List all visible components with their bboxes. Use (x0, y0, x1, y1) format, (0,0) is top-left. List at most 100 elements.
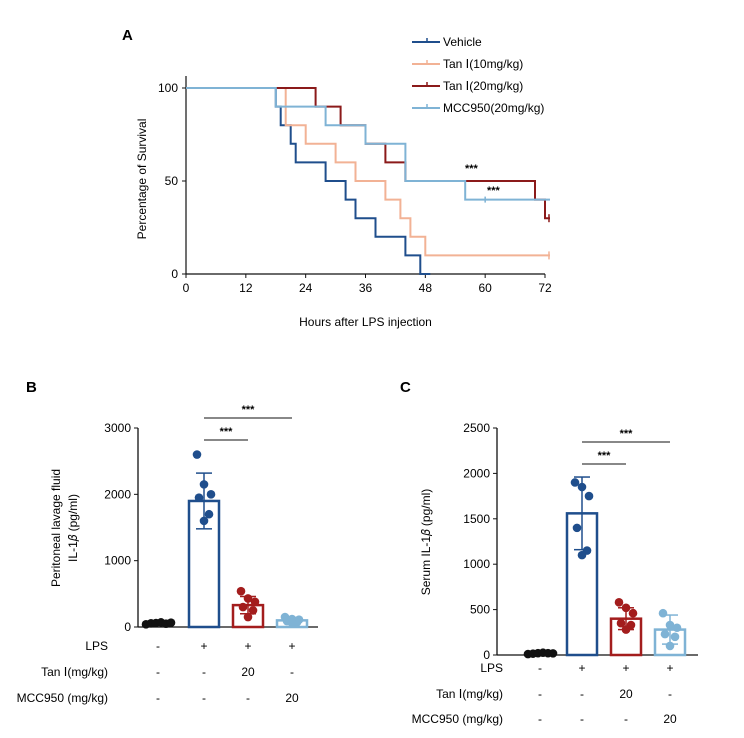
survival-line-4 (186, 87, 550, 201)
bar-y-tick-label: 3000 (104, 421, 131, 435)
condition-value: + (244, 639, 251, 653)
legend-label-2: Tan Ⅰ(10mg/kg) (443, 57, 523, 71)
condition-value: 20 (241, 665, 255, 679)
survival-x-axis-title: Hours after LPS injection (299, 315, 432, 329)
data-point (287, 618, 297, 628)
panel-label-c: C (400, 379, 411, 396)
bar-y-tick-label: 2000 (104, 487, 131, 501)
survival-x-tick-label: 0 (183, 281, 190, 295)
data-point (166, 618, 176, 627)
panel-label-b: B (26, 379, 37, 396)
significance-label-2: *** (620, 428, 634, 440)
survival-x-tick-label: 72 (538, 281, 552, 295)
condition-row-label: MCC950 (mg/kg) (17, 691, 108, 705)
bar-y-tick-label: 2000 (463, 466, 490, 480)
data-point (548, 649, 558, 658)
data-point (665, 620, 675, 630)
survival-significance-2: *** (487, 185, 501, 197)
data-point (570, 478, 580, 487)
legend-label-4: MCC950(20mg/kg) (443, 101, 544, 115)
data-point (621, 603, 631, 613)
bar-y-tick-label: 0 (483, 648, 490, 662)
survival-x-tick-label: 12 (239, 281, 253, 295)
condition-value: - (156, 691, 160, 705)
condition-value: - (668, 687, 672, 701)
data-point (243, 594, 253, 603)
panel-label-a: A (122, 27, 133, 44)
survival-lines: *** *** (186, 87, 550, 275)
survival-legend: Vehicle Tan Ⅰ(10mg/kg) Tan Ⅰ(20mg/kg) MCC95… (412, 35, 544, 115)
bar-y-tick-label: 1500 (463, 512, 490, 526)
survival-line-2 (186, 87, 550, 257)
survival-y-tick-label: 100 (158, 81, 178, 95)
serum-y-axis-title: Serum IL-1𝛽 (pg/ml) (419, 489, 433, 596)
condition-row-label: MCC950 (mg/kg) (412, 712, 503, 726)
data-point (614, 598, 624, 607)
data-point (660, 629, 670, 639)
condition-value: - (156, 665, 160, 679)
legend-label-3: Tan Ⅰ(20mg/kg) (443, 79, 523, 93)
data-point (248, 606, 258, 615)
condition-value: - (538, 661, 542, 675)
data-point (670, 632, 680, 642)
bar-y-tick-label: 1000 (463, 557, 490, 571)
condition-value: + (666, 661, 673, 675)
condition-value: - (156, 639, 160, 653)
survival-significance-1: *** (465, 163, 479, 175)
data-point (584, 491, 594, 501)
data-point (206, 490, 216, 499)
significance-label-2: *** (242, 404, 256, 416)
peritoneal-y-axis-title-line2: IL-1𝛽 (pg/ml) (66, 494, 80, 562)
condition-value: - (580, 712, 584, 726)
data-point (665, 641, 675, 651)
data-point (628, 608, 638, 618)
data-point (577, 482, 587, 492)
condition-value: - (246, 691, 250, 705)
data-point (572, 523, 582, 533)
data-point (192, 450, 202, 459)
data-point (199, 516, 209, 526)
bar-y-tick-label: 500 (470, 603, 490, 617)
survival-axes: 0 12 24 36 48 60 72 0 50 100 (158, 76, 552, 295)
condition-row-label: LPS (85, 639, 108, 653)
survival-y-axis-title: Percentage of Survival (135, 119, 149, 240)
legend-label-1: Vehicle (443, 35, 482, 49)
condition-value: 20 (285, 691, 299, 705)
data-point (236, 586, 246, 596)
bar-y-tick-label: 0 (124, 620, 131, 634)
condition-value: + (200, 639, 207, 653)
condition-value: - (202, 665, 206, 679)
serum-il1b-plot: 0 500 1000 1500 2000 2500 *** *** (463, 421, 698, 662)
peritoneal-condition-table: LPS - + + + Tan Ⅰ(mg/kg) - - 20 - MCC950 (mg/kg) - -… (17, 639, 299, 705)
condition-value: + (288, 639, 295, 653)
data-point (204, 509, 214, 519)
survival-y-tick-label: 0 (171, 267, 178, 281)
survival-x-tick-label: 60 (478, 281, 492, 295)
condition-value: 20 (619, 687, 633, 701)
condition-value: - (202, 691, 206, 705)
significance-label-1: *** (598, 450, 612, 462)
survival-line-1 (186, 87, 431, 275)
significance-label-1: *** (220, 426, 234, 438)
data-point (672, 623, 682, 633)
survival-x-tick-label: 36 (359, 281, 373, 295)
condition-value: - (624, 712, 628, 726)
condition-value: - (538, 712, 542, 726)
condition-value: - (538, 687, 542, 701)
data-point (616, 618, 626, 628)
condition-row-label: Tan Ⅰ(mg/kg) (41, 665, 108, 679)
survival-x-tick-label: 48 (419, 281, 433, 295)
condition-value: + (622, 661, 629, 675)
data-point (658, 608, 668, 618)
data-point (621, 625, 631, 634)
data-point (238, 602, 248, 612)
condition-row-label: Tan Ⅰ(mg/kg) (436, 687, 503, 701)
condition-value: 20 (663, 712, 677, 726)
peritoneal-il1b-plot: 0 1000 2000 3000 *** *** (104, 404, 318, 634)
condition-row-label: LPS (480, 661, 503, 675)
data-point (250, 597, 260, 607)
data-point (577, 550, 587, 560)
bar-y-tick-label: 2500 (463, 421, 490, 435)
data-point (243, 612, 253, 622)
